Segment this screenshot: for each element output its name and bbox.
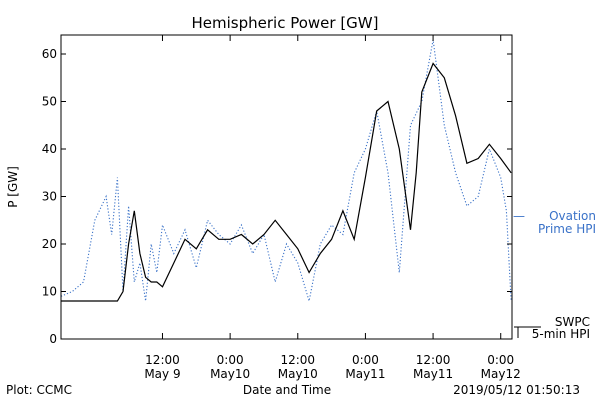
x-tick-label-time: 12:00	[280, 353, 315, 367]
y-tick-label: 50	[42, 95, 57, 109]
y-tick-label: 0	[49, 332, 57, 346]
footer-plot-credit: Plot: CCMC	[6, 383, 72, 397]
x-tick-label-time: 12:00	[416, 353, 451, 367]
x-tick-label-date: May12	[481, 367, 521, 381]
x-tick-label-time: 0:00	[217, 353, 244, 367]
x-tick-label-time: 12:00	[145, 353, 180, 367]
x-tick-label-date: May11	[413, 367, 453, 381]
x-tick-label-date: May10	[278, 367, 318, 381]
x-tick-label-date: May 9	[144, 367, 180, 381]
legend-swpc-line2: 5-min HPI	[532, 327, 590, 341]
legend-ovation-dash: —	[513, 209, 525, 223]
x-axis-label: Date and Time	[243, 383, 331, 397]
series-swpc-line	[61, 62, 512, 302]
plot-series-layer	[60, 39, 512, 302]
x-tick-label-time: 0:00	[352, 353, 379, 367]
x-tick-label-time: 0:00	[487, 353, 514, 367]
y-tick-label: 10	[42, 285, 57, 299]
y-tick-label: 20	[42, 237, 57, 251]
y-tick-label: 30	[42, 190, 57, 204]
legend-ovation-line1: Ovation	[549, 209, 596, 223]
series-ovation-prime-line	[60, 39, 512, 302]
legend: — Ovation Prime HPI SWPC 5-min HPI	[513, 209, 596, 341]
footer-timestamp: 2019/05/12 01:50:13	[453, 383, 580, 397]
y-tick-label: 60	[42, 47, 57, 61]
y-axis-ticks: 0 10 20 30 40 50 60	[42, 47, 512, 346]
y-tick-label: 40	[42, 142, 57, 156]
legend-swpc-line1: SWPC	[555, 315, 590, 329]
chart-title: Hemispheric Power [GW]	[192, 14, 379, 32]
x-tick-label-date: May11	[345, 367, 385, 381]
plot-frame	[60, 34, 513, 340]
legend-ovation-line2: Prime HPI	[538, 222, 596, 236]
y-axis-label: P [GW]	[6, 166, 20, 208]
x-tick-label-date: May10	[210, 367, 250, 381]
